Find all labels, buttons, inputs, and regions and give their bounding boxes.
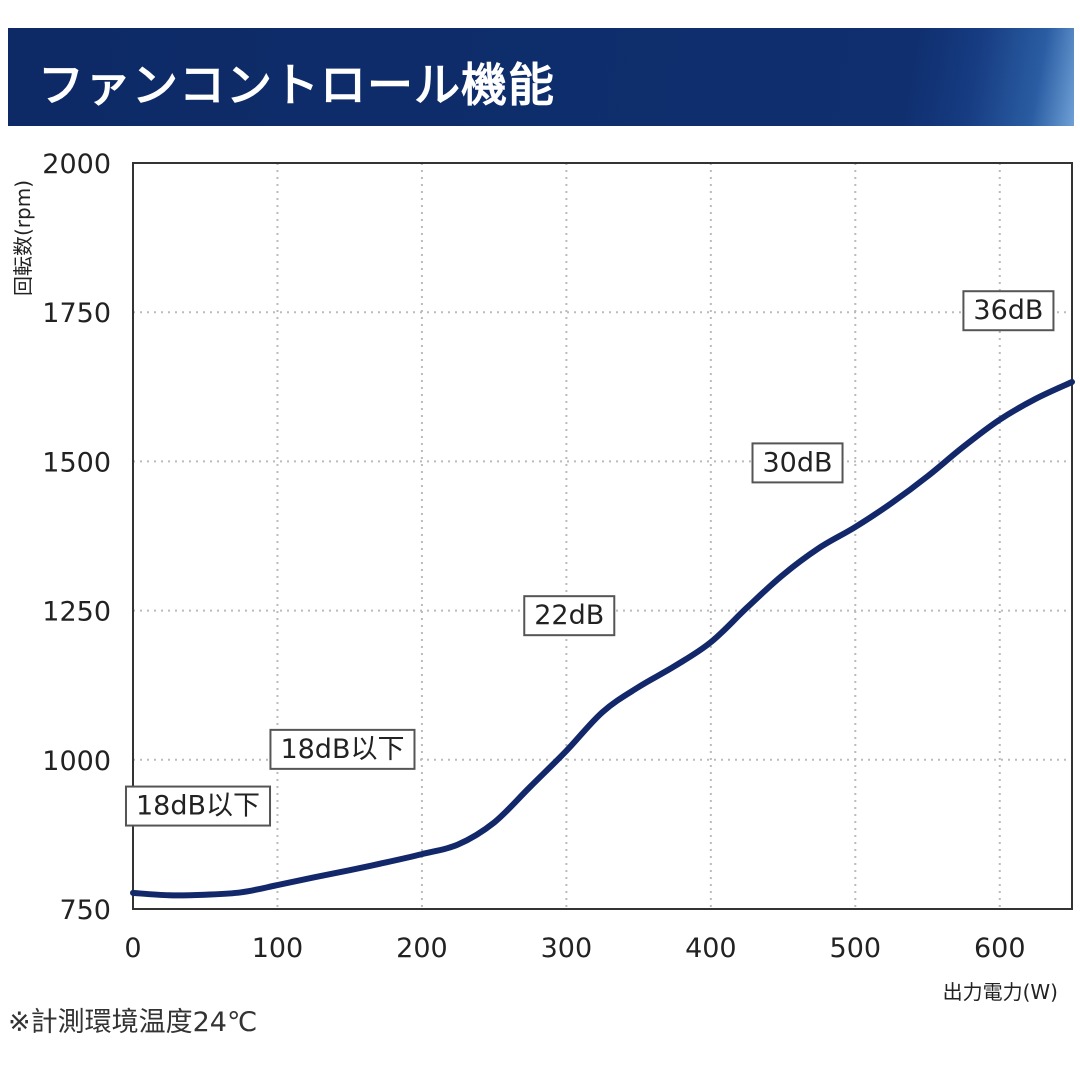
noise-label-box bbox=[751, 442, 844, 484]
y-tick-label: 1000 bbox=[42, 746, 111, 777]
x-tick-label: 400 bbox=[685, 933, 737, 964]
plot-area bbox=[132, 162, 1073, 910]
x-tick-label: 100 bbox=[252, 933, 304, 964]
x-tick-label: 200 bbox=[396, 933, 448, 964]
noise-label-box bbox=[124, 785, 272, 827]
noise-label-box bbox=[523, 595, 616, 637]
y-tick-label: 1500 bbox=[42, 447, 111, 478]
x-tick-label: 300 bbox=[541, 933, 593, 964]
x-tick-label: 500 bbox=[830, 933, 882, 964]
noise-label-text: 22dB bbox=[534, 600, 604, 631]
noise-label-text: 18dB以下 bbox=[136, 791, 260, 822]
noise-label: 18dB以下 bbox=[124, 785, 272, 827]
title-banner: ファンコントロール機能 bbox=[8, 28, 1074, 126]
noise-label-box bbox=[269, 728, 416, 770]
y-axis-label: 回転数(rpm) bbox=[11, 180, 35, 296]
x-axis-label: 出力電力(W) bbox=[943, 980, 1058, 1004]
noise-label: 22dB bbox=[523, 595, 616, 637]
series-layer bbox=[130, 379, 1075, 899]
measurement-note: ※計測環境温度24℃ bbox=[8, 1007, 258, 1038]
y-tick-label: 750 bbox=[59, 895, 111, 926]
y-tick-label: 1750 bbox=[42, 298, 111, 329]
x-tick-label: 600 bbox=[974, 933, 1026, 964]
noise-label: 18dB以下 bbox=[269, 728, 416, 770]
noise-labels: 18dB以下 18dB以下 22dB 30dB 36dB bbox=[124, 290, 1055, 827]
grid-lines bbox=[133, 163, 1072, 909]
noise-label: 30dB bbox=[751, 442, 844, 484]
noise-label-text: 18dB以下 bbox=[280, 734, 404, 765]
series-line bbox=[130, 379, 1075, 899]
x-tick-label: 0 bbox=[124, 933, 141, 964]
noise-label: 36dB bbox=[962, 290, 1055, 332]
noise-label-box bbox=[962, 290, 1055, 332]
tick-labels: 0 100 200 300 400 500 600 750 1000 1250 1500 1750 20… bbox=[42, 149, 1025, 964]
y-tick-label: 1250 bbox=[42, 597, 111, 628]
noise-label-text: 30dB bbox=[763, 447, 833, 478]
page-title: ファンコントロール機能 bbox=[38, 58, 555, 112]
noise-label-text: 36dB bbox=[973, 295, 1043, 326]
y-tick-label: 2000 bbox=[42, 149, 111, 180]
